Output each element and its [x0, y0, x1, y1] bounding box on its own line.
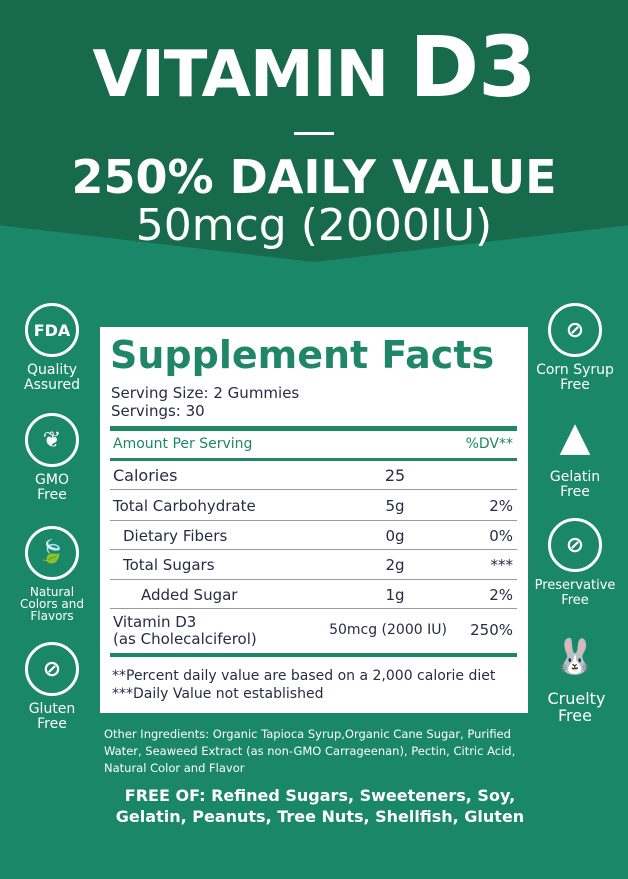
- nutrient-name: Dietary Fibers: [123, 527, 228, 545]
- product-title: VITAMIN D3: [0, 18, 628, 116]
- no-wheat-icon: ⊘: [25, 642, 79, 696]
- other-ingredients: Other Ingredients: Organic Tapioca Syrup…: [104, 727, 516, 775]
- badge-label: Gelatin Free: [549, 469, 601, 500]
- fda-seal-icon: FDA: [25, 303, 79, 357]
- nutrient-amount: 0g: [385, 527, 405, 545]
- servings: Servings: 30: [111, 402, 205, 420]
- nutrient-dv: ***: [490, 556, 514, 574]
- thick-rule: [110, 426, 517, 431]
- title-word: VITAMIN: [92, 38, 389, 112]
- row-divider: [110, 520, 517, 521]
- badge-corn: ⊘ Corn Syrup Free: [530, 303, 620, 393]
- badge-label: Corn Syrup Free: [536, 362, 614, 393]
- nutrient-amount: 25: [384, 466, 406, 485]
- footnote-not-established: ***Daily Value not established: [112, 686, 324, 702]
- nutrient-name: Vitamin D3: [113, 613, 197, 631]
- header-band: [0, 0, 628, 262]
- facts-title: Supplement Facts: [110, 333, 495, 377]
- badge-gluten: ⊘ Gluten Free: [7, 642, 97, 732]
- badge-natural: 🍃 Natural Colors and Flavors: [7, 526, 97, 622]
- badge-quality: FDA Quality Assured: [7, 303, 97, 393]
- supplement-facts-panel: Supplement Facts Serving Size: 2 Gummies…: [100, 327, 528, 713]
- no-corn-icon: ⊘: [548, 303, 602, 357]
- table-row: Vitamin D3 (as Cholecalciferol) 50mcg (200…: [113, 614, 513, 648]
- nutrient-dv: 2%: [489, 497, 513, 515]
- badge-preservative: ⊘ Preservative Free: [530, 518, 620, 608]
- nutrient-subname: (as Cholecalciferol): [113, 630, 257, 648]
- badge-label: Cruelty Free: [547, 689, 606, 725]
- bunny-icon: 🐰: [553, 636, 597, 677]
- nutrient-name: Total Carbohydrate: [113, 497, 256, 515]
- badge-label: Preservative Free: [534, 578, 616, 608]
- gelatin-icon: ▲: [559, 413, 591, 460]
- daily-value: 250% DAILY VALUE: [71, 150, 557, 204]
- badge-cruelty: 🐰 Cruelty Free: [530, 630, 620, 725]
- nutrient-amount: 5g: [385, 497, 405, 515]
- thick-rule: [110, 653, 517, 657]
- badge-gelatin: ▲ Gelatin Free: [530, 410, 620, 500]
- leaf-icon: 🍃: [25, 526, 79, 580]
- nutrient-name: Total Sugars: [123, 556, 215, 574]
- divider: [294, 132, 334, 135]
- nutrient-amount: 2g: [385, 556, 405, 574]
- badge-label: Quality Assured: [24, 362, 80, 393]
- badge-gmo: ❦ GMO Free: [7, 413, 97, 503]
- nutrient-name: Added Sugar: [141, 586, 238, 604]
- row-divider: [110, 579, 517, 580]
- nutrient-dv: 0%: [489, 527, 513, 545]
- nutrient-amount: 50mcg (2000 IU): [329, 622, 447, 638]
- rule: [110, 458, 517, 461]
- serving-size: Serving Size: 2 Gummies: [111, 384, 300, 402]
- table-row: Added Sugar 1g 2%: [113, 586, 513, 604]
- plant-icon: ❦: [25, 413, 79, 467]
- header-dv: %DV**: [465, 436, 513, 452]
- free-of: FREE OF: Refined Sugars, Sweeteners, Soy…: [115, 786, 525, 826]
- row-divider: [110, 549, 517, 550]
- table-row: Calories 25: [113, 466, 513, 485]
- row-divider: [110, 608, 517, 609]
- nutrient-amount: 1g: [385, 586, 405, 604]
- nutrient-name: Calories: [113, 466, 178, 485]
- footnote-dv: **Percent daily value are based on a 2,0…: [112, 668, 496, 684]
- nutrient-dv: 250%: [470, 621, 513, 639]
- badge-label: Gluten Free: [28, 701, 76, 732]
- dose: 50mcg (2000IU): [135, 200, 493, 251]
- header-amount: Amount Per Serving: [113, 436, 253, 452]
- row-divider: [110, 489, 517, 490]
- no-preservative-icon: ⊘: [548, 518, 602, 572]
- table-row: Total Sugars 2g ***: [113, 556, 513, 574]
- table-row: Total Carbohydrate 5g 2%: [113, 497, 513, 515]
- title-code: D3: [409, 18, 536, 116]
- table-row: Dietary Fibers 0g 0%: [113, 527, 513, 545]
- facts-header-row: Amount Per Serving %DV**: [113, 436, 513, 452]
- badge-label: GMO Free: [35, 472, 69, 503]
- badge-label: Natural Colors and Flavors: [20, 585, 84, 623]
- nutrient-dv: 2%: [489, 586, 513, 604]
